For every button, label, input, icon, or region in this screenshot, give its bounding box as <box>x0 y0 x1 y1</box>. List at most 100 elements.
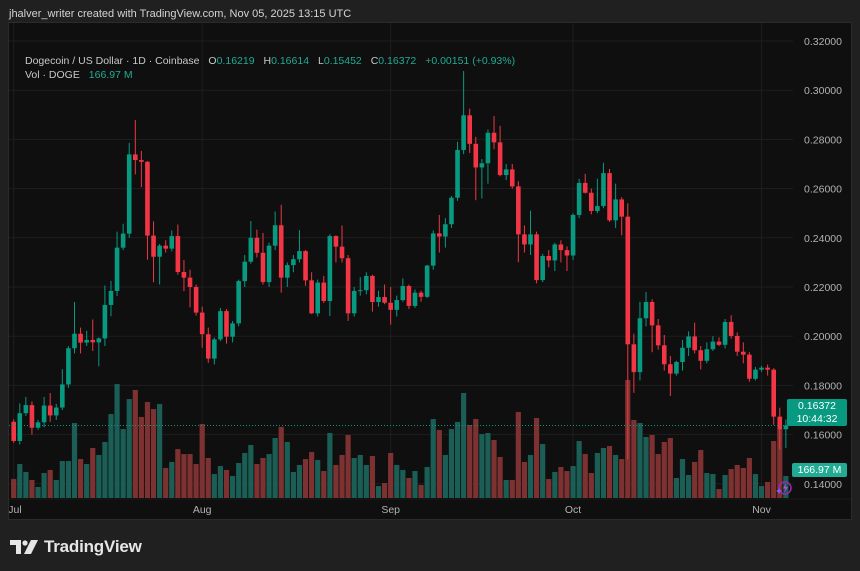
candle-body <box>11 421 16 441</box>
volume-bar <box>169 461 175 498</box>
volume-bar <box>369 456 376 498</box>
candle-body <box>406 286 412 306</box>
time-axis-label: Oct <box>565 504 581 516</box>
candle-body <box>698 350 704 361</box>
candle-body <box>552 244 558 261</box>
volume-bar <box>552 471 558 498</box>
candle-body <box>230 323 235 337</box>
candle-body <box>589 192 594 211</box>
candle-body <box>619 199 624 217</box>
volume-bar <box>302 459 309 498</box>
price-axis-label: 0.32000 <box>804 36 842 48</box>
candle-body <box>53 407 59 416</box>
chart-panel[interactable]: 0.32000 0.30000 0.28000 0.26000 0.24000 0.220… <box>8 22 852 520</box>
price-axis-label: 0.22000 <box>804 282 842 294</box>
volume-bar <box>467 424 473 498</box>
volume-bar <box>412 471 418 498</box>
volume-bar <box>84 464 90 498</box>
volume-bar <box>533 418 540 498</box>
volume-bar <box>771 441 777 498</box>
candle-body <box>199 312 205 335</box>
candle-body <box>649 302 655 326</box>
volume-bar <box>266 454 272 498</box>
change-value: +0.00151 (+0.93%) <box>425 55 516 67</box>
low-value: 0.15452 <box>323 55 362 67</box>
candle-body <box>497 142 503 176</box>
candlestick-chart[interactable]: 0.32000 0.30000 0.28000 0.26000 0.24000 0.220… <box>9 23 852 520</box>
candle-body <box>145 161 150 236</box>
price-axis-label: 0.26000 <box>804 184 842 196</box>
candle-body <box>357 290 363 292</box>
candle-body <box>351 290 357 314</box>
volume-bar <box>685 474 692 498</box>
volume-bar <box>363 464 369 498</box>
volume-bar <box>65 461 72 498</box>
candle-body <box>582 182 588 193</box>
volume-bar <box>193 464 199 498</box>
candle-body <box>509 169 515 187</box>
candle-body <box>704 349 710 361</box>
open-value: 0.16219 <box>216 55 255 67</box>
candle-body <box>546 256 552 261</box>
volume-bar <box>333 464 339 498</box>
volume-label[interactable]: Vol · DOGE <box>25 69 80 81</box>
candle-body <box>266 245 272 283</box>
volume-bar <box>205 458 211 498</box>
candle-body <box>327 236 333 302</box>
candle-body <box>716 341 722 345</box>
candle-body <box>728 321 734 336</box>
time-axis-label: Nov <box>752 504 771 516</box>
volume-bar <box>120 429 126 498</box>
volume-bar <box>41 473 47 498</box>
volume-bar <box>631 419 637 498</box>
volume-bar <box>357 454 363 498</box>
candle-body <box>424 265 430 297</box>
volume-bar <box>242 453 248 498</box>
volume-bar <box>461 393 467 498</box>
volume-bar <box>558 466 564 498</box>
candle-body <box>321 282 327 302</box>
candle-body <box>686 336 691 348</box>
candle-body <box>528 234 533 245</box>
candle-body <box>333 236 339 247</box>
chart-credit: jhalver_writer created with TradingView.… <box>9 8 352 20</box>
candle-body <box>278 225 284 278</box>
volume-bar <box>661 441 667 498</box>
volume-bar <box>540 444 546 498</box>
candle-body <box>540 256 545 281</box>
volume-bar <box>667 438 673 498</box>
tradingview-logo[interactable]: TradingView <box>10 537 142 557</box>
lightning-icon[interactable] <box>776 480 792 496</box>
price-axis-label: 0.14000 <box>804 479 842 491</box>
candle-body <box>777 416 783 430</box>
candle-body <box>139 160 144 162</box>
volume-bar <box>345 434 351 498</box>
volume-bar <box>23 471 29 498</box>
time-axis-label: Jul <box>9 504 22 516</box>
candle-body <box>78 333 83 343</box>
volume-bar <box>254 464 260 498</box>
volume-bar <box>284 441 290 498</box>
candle-body <box>467 115 472 144</box>
volume-bar <box>351 458 357 498</box>
candle-body <box>248 237 254 262</box>
candle-body <box>522 234 527 245</box>
candle-body <box>291 259 296 266</box>
candle-body <box>382 297 387 303</box>
candle-body <box>254 237 260 253</box>
volume-bar <box>381 483 388 498</box>
last-price-value: 0.16372 <box>798 400 836 412</box>
candle-body <box>66 348 71 385</box>
volume-bar <box>485 433 491 498</box>
candle-body <box>17 413 23 441</box>
candle-body <box>503 169 509 176</box>
candle-body <box>315 282 320 314</box>
volume-bar <box>59 461 65 498</box>
volume-bar <box>418 484 424 498</box>
volume-bar <box>582 454 588 498</box>
candle-body <box>364 275 369 291</box>
volume-bar <box>527 454 534 498</box>
volume-bar <box>339 454 345 498</box>
volume-bar <box>649 434 655 498</box>
symbol-title[interactable]: Dogecoin / US Dollar · 1D · Coinbase <box>25 55 200 67</box>
